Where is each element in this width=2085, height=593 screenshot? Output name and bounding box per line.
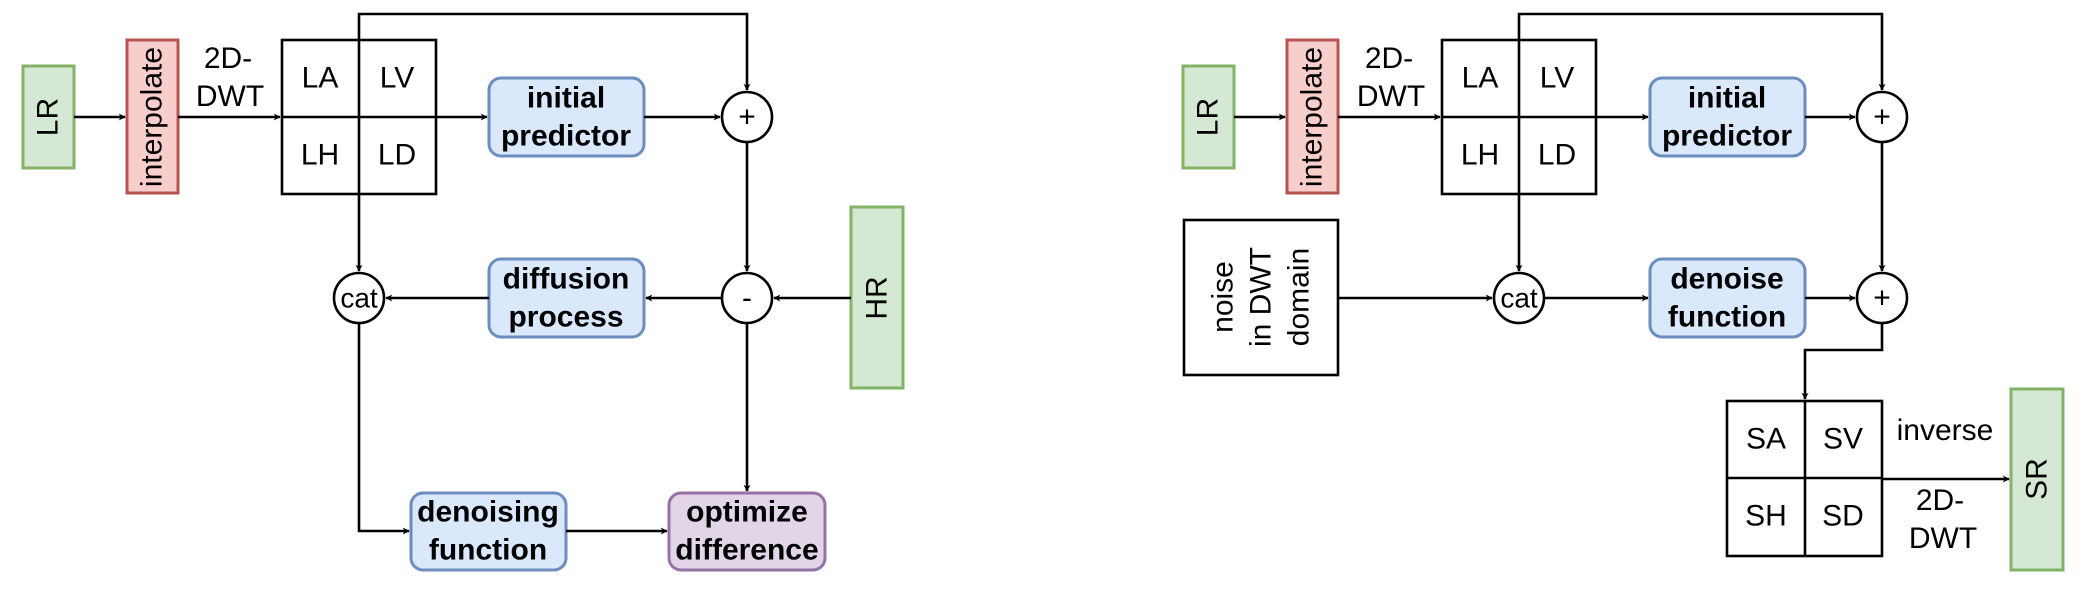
right-inv-dwt-line2: DWT	[1909, 522, 1977, 555]
right-denoise-line1: denoise	[1670, 263, 1783, 296]
right-dwt-label-line1: 2D-	[1365, 42, 1413, 75]
right-plus-top-label: +	[1873, 101, 1891, 134]
right-interpolate-node: interpolate	[1285, 38, 1340, 195]
edge-grid-skip-to-plus	[357, 12, 751, 91]
right-initial-predictor-line1: initial	[1688, 82, 1766, 115]
left-denoising-line1: denoising	[417, 496, 559, 529]
right-noise-line1: noise	[1207, 261, 1240, 333]
right-grid-sa: SA	[1746, 423, 1786, 456]
left-optimize-line1: optimize	[686, 496, 808, 529]
left-initial-predictor-node: initial predictor	[487, 76, 646, 158]
right-initial-predictor-node: initial predictor	[1648, 76, 1807, 158]
left-grid-ld: LD	[378, 139, 416, 172]
right-output-grid: SA SV SH SD	[1725, 399, 1884, 558]
left-minus-node: -	[720, 271, 774, 325]
left-dwt-label-line1: 2D-	[204, 42, 252, 75]
left-cat-node: cat	[332, 271, 386, 325]
right-edges	[1234, 12, 2010, 483]
right-initial-predictor-line2: predictor	[1662, 120, 1792, 153]
left-diffusion-line1: diffusion	[503, 263, 630, 296]
left-dwt-label-line2: DWT	[196, 80, 264, 113]
right-noise-node: noise in DWT domain	[1182, 218, 1340, 377]
edge-r-grid-skip-to-plus	[1517, 12, 1886, 91]
right-cat-label: cat	[1500, 283, 1538, 314]
right-plus-mid-label: +	[1873, 282, 1891, 315]
right-grid-lv: LV	[1540, 62, 1574, 95]
left-optimize-difference-node: optimize difference	[667, 491, 827, 572]
right-grid-la: LA	[1462, 62, 1499, 95]
left-minus-label: -	[742, 282, 752, 315]
right-sr-node: SR	[2009, 387, 2065, 572]
left-grid-lv: LV	[380, 62, 414, 95]
left-grid-la: LA	[302, 62, 339, 95]
right-lr-node: LR	[1181, 64, 1236, 170]
left-diffusion-line2: process	[508, 301, 623, 334]
right-sr-label: SR	[2021, 458, 2054, 500]
right-grid-sd: SD	[1822, 500, 1864, 533]
right-plus-mid-node: +	[1855, 271, 1909, 325]
edge-cat-to-denoising	[357, 323, 410, 535]
left-denoising-function-node: denoising function	[409, 491, 568, 572]
right-dwt-label-line2: DWT	[1357, 80, 1425, 113]
right-inverse-label: inverse	[1897, 414, 1994, 447]
left-lr-label: LR	[32, 98, 65, 136]
right-plus-top-node: +	[1855, 90, 1909, 144]
right-grid-sv: SV	[1823, 423, 1863, 456]
left-denoising-line2: function	[429, 534, 547, 567]
right-lr-label: LR	[1192, 98, 1225, 136]
left-wavelet-grid: LA LV LH LD	[280, 38, 438, 196]
edge-r-plus-to-output-grid	[1801, 323, 1884, 400]
left-diagram: LR interpolate 2D- DWT LA LV LH LD initi…	[21, 12, 905, 572]
right-denoise-function-node: denoise function	[1648, 257, 1807, 339]
left-cat-label: cat	[340, 283, 378, 314]
right-diagram: LR interpolate 2D- DWT LA LV LH LD initi…	[1181, 12, 2065, 572]
right-wavelet-grid: LA LV LH LD	[1440, 38, 1598, 196]
left-initial-predictor-line1: initial	[527, 82, 605, 115]
left-plus-label: +	[738, 101, 756, 134]
right-inv-dwt-line1: 2D-	[1916, 484, 1964, 517]
left-initial-predictor-line2: predictor	[501, 120, 631, 153]
left-edges	[74, 12, 851, 535]
left-plus-node: +	[720, 90, 774, 144]
right-grid-lh: LH	[1461, 139, 1499, 172]
right-cat-node: cat	[1492, 271, 1546, 325]
right-interpolate-label: interpolate	[1296, 47, 1329, 187]
right-noise-line3: domain	[1283, 248, 1316, 346]
left-hr-node: HR	[849, 205, 905, 390]
left-diffusion-process-node: diffusion process	[487, 257, 646, 339]
left-lr-node: LR	[21, 64, 76, 170]
right-grid-ld: LD	[1538, 139, 1576, 172]
left-interpolate-node: interpolate	[125, 38, 180, 195]
left-interpolate-label: interpolate	[136, 47, 169, 187]
left-hr-label: HR	[861, 276, 894, 319]
right-noise-line2: in DWT	[1245, 247, 1278, 347]
right-grid-sh: SH	[1745, 500, 1787, 533]
right-denoise-line2: function	[1668, 301, 1786, 334]
left-grid-lh: LH	[301, 139, 339, 172]
left-optimize-line2: difference	[675, 534, 818, 567]
